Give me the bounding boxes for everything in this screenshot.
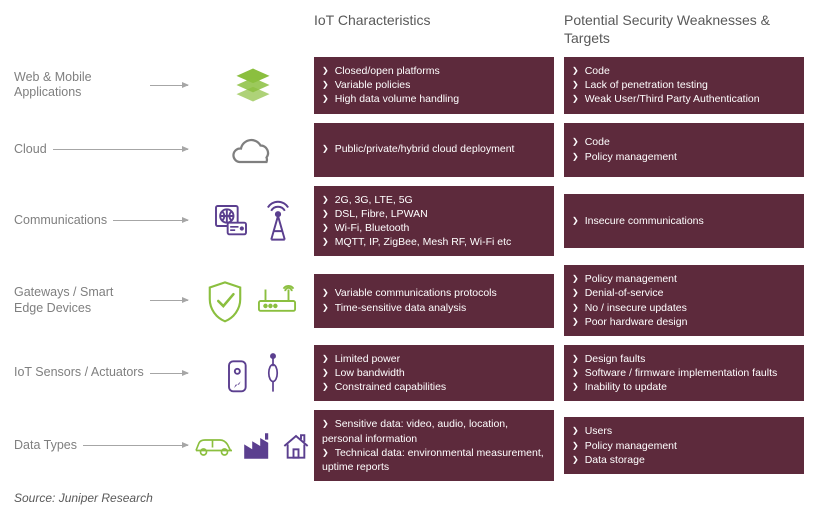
weak-item: Insecure communications — [572, 214, 794, 228]
weak-item: Policy management — [572, 272, 794, 286]
characteristics-box: Variable communications protocols Time-s… — [314, 274, 554, 328]
column-headers: IoT Characteristics Potential Security W… — [14, 12, 818, 47]
arrow-icon — [150, 373, 188, 374]
row-label: Data Types — [14, 438, 192, 454]
header-characteristics: IoT Characteristics — [314, 12, 554, 47]
weak-item: Code — [572, 135, 794, 149]
weakness-box: Policy management Denial-of-service No /… — [564, 265, 804, 336]
char-item: Low bandwidth — [322, 366, 544, 380]
factory-icon — [241, 431, 273, 461]
weak-item: Data storage — [572, 453, 794, 467]
char-item: 2G, 3G, LTE, 5G — [322, 193, 544, 207]
char-item: Variable policies — [322, 78, 544, 92]
char-item: Constrained capabilities — [322, 380, 544, 394]
row-icons — [192, 346, 314, 400]
row-icons — [192, 274, 314, 328]
characteristics-box: Public/private/hybrid cloud deployment — [314, 123, 554, 177]
row-icons — [192, 194, 314, 248]
row-label: IoT Sensors / Actuators — [14, 365, 192, 381]
probe-icon — [264, 351, 282, 395]
arrow-icon — [150, 300, 188, 301]
layers-icon — [231, 63, 275, 107]
house-icon — [279, 431, 313, 461]
row-label-text: Data Types — [14, 438, 77, 454]
char-item: DSL, Fibre, LPWAN — [322, 207, 544, 221]
weak-item: Poor hardware design — [572, 315, 794, 329]
diagram-rows: Web & Mobile Applications Closed/open pl… — [14, 57, 818, 481]
char-item: Limited power — [322, 352, 544, 366]
weakness-box: Users Policy management Data storage — [564, 417, 804, 474]
row-label-text: Cloud — [14, 142, 47, 158]
weak-item: Lack of penetration testing — [572, 78, 794, 92]
row-label-text: Gateways / Smart Edge Devices — [14, 285, 144, 316]
row-label-text: Communications — [14, 213, 107, 229]
weakness-box: Code Policy management — [564, 123, 804, 177]
row-communications: Communications — [14, 186, 818, 257]
weak-item: Weak User/Third Party Authentication — [572, 92, 794, 106]
row-web-mobile: Web & Mobile Applications Closed/open pl… — [14, 57, 818, 114]
antenna-icon — [261, 199, 295, 243]
shield-check-icon — [206, 279, 244, 323]
sensor-device-icon — [224, 351, 254, 395]
weak-item: Inability to update — [572, 380, 794, 394]
arrow-icon — [53, 149, 188, 150]
weak-item: Design faults — [572, 352, 794, 366]
car-icon — [193, 433, 235, 459]
row-label-text: Web & Mobile Applications — [14, 70, 144, 101]
weak-item: Software / firmware implementation fault… — [572, 366, 794, 380]
weak-item: Policy management — [572, 150, 794, 164]
characteristics-box: Sensitive data: video, audio, location, … — [314, 410, 554, 481]
row-icons — [192, 58, 314, 112]
arrow-icon — [113, 220, 188, 221]
characteristics-box: 2G, 3G, LTE, 5G DSL, Fibre, LPWAN Wi-Fi,… — [314, 186, 554, 257]
weak-item: No / insecure updates — [572, 301, 794, 315]
char-item: High data volume handling — [322, 92, 544, 106]
char-item: Time-sensitive data analysis — [322, 301, 544, 315]
char-item: Wi-Fi, Bluetooth — [322, 221, 544, 235]
weak-item: Denial-of-service — [572, 286, 794, 300]
row-label: Cloud — [14, 142, 192, 158]
arrow-icon — [150, 85, 188, 86]
row-gateways: Gateways / Smart Edge Devices — [14, 265, 818, 336]
source-credit: Source: Juniper Research — [14, 491, 818, 505]
char-item: Public/private/hybrid cloud deployment — [322, 142, 544, 156]
row-cloud: Cloud Public/private/hybrid cloud deploy… — [14, 123, 818, 177]
char-item: Sensitive data: video, audio, location, … — [322, 417, 544, 445]
row-label: Communications — [14, 213, 192, 229]
row-icons — [192, 419, 314, 473]
router-icon — [254, 284, 300, 318]
globe-card-icon — [211, 201, 251, 241]
row-sensors: IoT Sensors / Actuators — [14, 345, 818, 402]
char-item: Closed/open platforms — [322, 64, 544, 78]
row-label: Gateways / Smart Edge Devices — [14, 285, 192, 316]
weak-item: Code — [572, 64, 794, 78]
row-icons — [192, 123, 314, 177]
row-data-types: Data Types — [14, 410, 818, 481]
char-item: Technical data: environmental measuremen… — [322, 446, 544, 474]
header-weaknesses: Potential Security Weaknesses & Targets — [564, 12, 804, 47]
characteristics-box: Limited power Low bandwidth Constrained … — [314, 345, 554, 402]
char-item: MQTT, IP, ZigBee, Mesh RF, Wi-Fi etc — [322, 235, 544, 249]
weakness-box: Insecure communications — [564, 194, 804, 248]
row-label-text: IoT Sensors / Actuators — [14, 365, 144, 381]
characteristics-box: Closed/open platforms Variable policies … — [314, 57, 554, 114]
weak-item: Policy management — [572, 439, 794, 453]
weak-item: Users — [572, 424, 794, 438]
row-label: Web & Mobile Applications — [14, 70, 192, 101]
cloud-icon — [229, 132, 277, 168]
weakness-box: Code Lack of penetration testing Weak Us… — [564, 57, 804, 114]
weakness-box: Design faults Software / firmware implem… — [564, 345, 804, 402]
arrow-icon — [83, 445, 188, 446]
char-item: Variable communications protocols — [322, 286, 544, 300]
